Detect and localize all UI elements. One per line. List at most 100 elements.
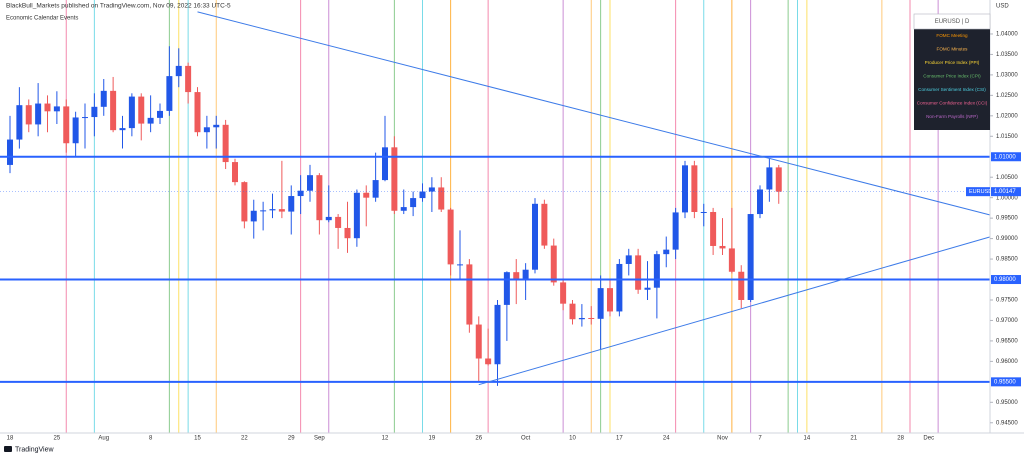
candle-body [494,304,501,365]
currency-label: USD [996,4,1009,10]
x-tick-label: Dec [923,436,934,442]
x-tick-label: 10 [569,436,576,442]
symbol-label: EURUSD [969,189,992,195]
candle-body [91,106,98,118]
candle-body [663,249,670,255]
level-label-box [991,377,1021,387]
x-tick-label: 7 [758,436,762,442]
y-tick-label: 0.96000 [996,359,1018,365]
candle-body [382,147,388,181]
level-label: 0.98000 [994,277,1016,283]
brand-logo [4,446,12,452]
candle-body [513,272,520,279]
legend-entry: Producer Price Index (PPI) [925,60,980,65]
x-tick-label: 18 [7,436,14,442]
candle-body [166,76,173,111]
candle-body [35,103,42,125]
candle-body [213,124,220,128]
candle-body [16,105,23,140]
x-tick-label: 26 [475,436,482,442]
candle-body [635,255,642,290]
candle-body [72,117,79,144]
brand-name: TradingView [15,446,54,453]
candle-body [138,96,145,124]
chart-subtitle: Economic Calendar Events [6,16,78,22]
candle-body [569,303,576,320]
legend-entry: FOMC Minutes [937,47,969,52]
candle-body [597,288,604,319]
candle-body [625,255,632,264]
candle-body [775,167,782,192]
candle-body [241,182,248,222]
x-tick-label: 25 [54,436,61,442]
candle-body [691,165,698,212]
legend-header [913,13,991,30]
level-label: 1.01000 [994,154,1016,160]
y-tick-label: 0.95000 [996,400,1018,406]
legend-entry: Consumer Price Index (CPI) [923,74,981,79]
candle-body [391,147,398,211]
candle-body [447,209,454,265]
y-tick-label: 1.03000 [996,72,1018,78]
candle-body [147,117,154,124]
candle-body [363,192,370,198]
y-tick-label: 1.02500 [996,93,1018,99]
x-tick-label: Aug [98,436,109,442]
y-tick-label: 1.02000 [996,113,1018,119]
candle-body [560,282,567,304]
candle-body [175,65,182,77]
candle-body [710,211,717,246]
candle-body [232,162,238,183]
candle-body [119,128,126,131]
candle-body [532,203,538,270]
candle-body [222,124,229,163]
y-tick-label: 0.99500 [996,216,1018,222]
x-tick-label: 24 [663,436,670,442]
candle-body [53,106,60,112]
y-tick-label: 0.94500 [996,420,1018,426]
candle-body [578,317,585,320]
chart-title: BlackBull_Markets published on TradingVi… [6,3,231,10]
candle-body [335,216,342,228]
candle-body [110,90,117,131]
trendline [478,236,990,386]
candle-body [185,65,192,93]
candle-body [700,211,707,213]
y-tick-label: 0.99000 [996,236,1018,242]
candle-body [588,317,595,319]
x-tick-label: 12 [382,436,389,442]
candle-body [457,264,463,266]
candle-body [100,90,107,107]
candle-body [475,324,482,359]
legend-title: EURUSD | D [935,19,970,25]
candle-body [203,127,210,133]
candle-body [288,196,295,212]
legend-entry: Consumer Confidence Index (CCI) [917,101,988,106]
legend-entry: FOMC Meeting [936,33,968,38]
candle-body [157,110,163,118]
candle-body [316,175,323,221]
legend-entry: Non-Farm Payrolls (NFP) [926,114,978,119]
x-tick-label: 19 [429,436,436,442]
candle-body [297,190,304,197]
x-tick-label: 17 [616,436,623,442]
candle-body [44,103,51,112]
x-tick-label: 28 [897,436,904,442]
candle-body [25,105,32,125]
legend-box [914,14,990,130]
y-tick-label: 0.98500 [996,257,1018,263]
last-price-label: 1.00147 [994,189,1016,195]
candle-body [128,96,135,129]
candle-body [728,248,735,272]
footer: TradingView [4,446,54,453]
candle-body [82,117,88,119]
candles [7,46,782,386]
candle-body [738,271,745,300]
y-tick-label: 1.01500 [996,134,1018,140]
candle-body [550,245,557,283]
candle-body [428,187,435,192]
candle-body [400,207,407,211]
level-label-box [991,275,1021,285]
